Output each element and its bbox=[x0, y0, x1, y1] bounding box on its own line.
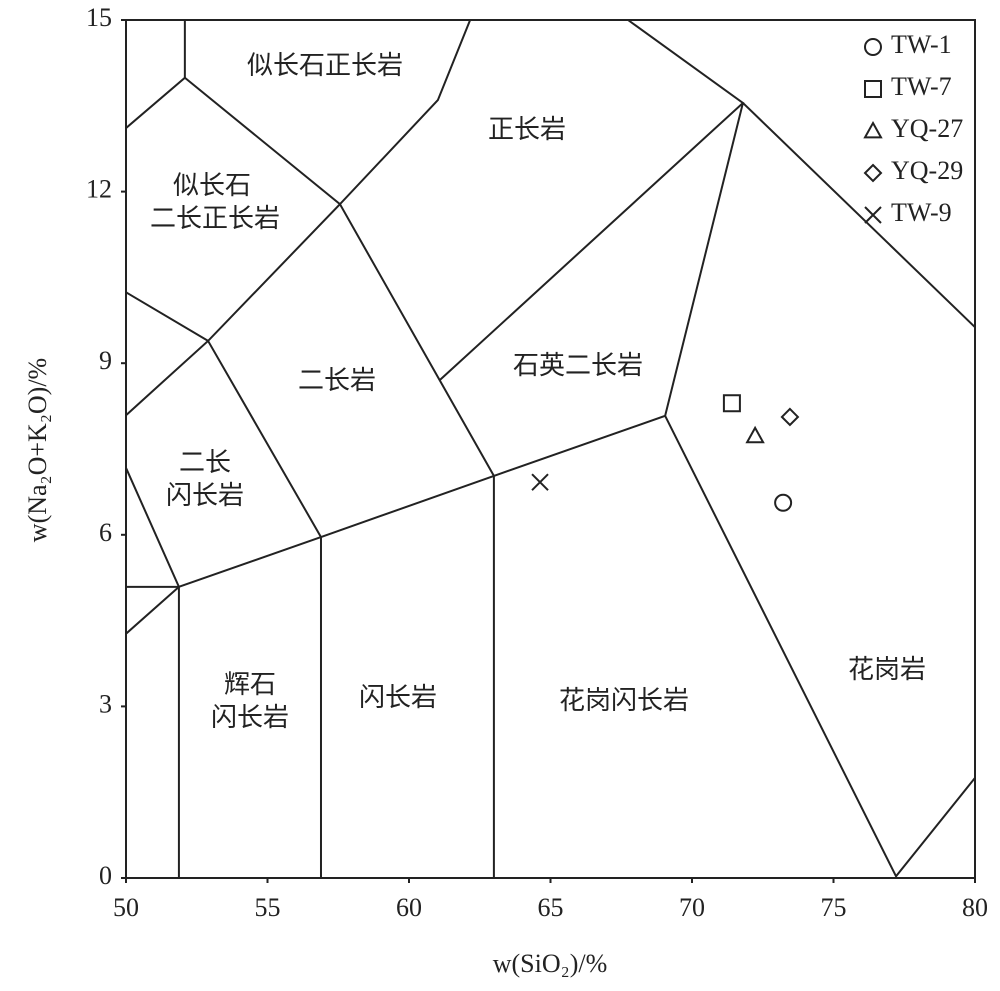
field-boundary bbox=[125, 339, 322, 538]
y-tick-label: 0 bbox=[99, 861, 112, 890]
x-tick-label: 50 bbox=[113, 893, 139, 922]
legend-marker bbox=[864, 206, 882, 224]
point bbox=[722, 394, 741, 413]
field-boundary bbox=[178, 102, 744, 588]
x-tick-label: 60 bbox=[396, 893, 422, 922]
field-label: 闪长岩 bbox=[359, 683, 437, 712]
field-boundary bbox=[125, 202, 495, 477]
x-tick-label: 55 bbox=[255, 893, 281, 922]
field-label: 辉石 bbox=[224, 670, 276, 699]
field-boundary bbox=[439, 19, 745, 381]
x-tick-label: 80 bbox=[962, 893, 988, 922]
legend-marker bbox=[863, 163, 883, 183]
field-boundary bbox=[742, 102, 976, 328]
point bbox=[780, 407, 800, 427]
x-tick-label: 65 bbox=[538, 893, 564, 922]
field-label: 二长 bbox=[179, 448, 231, 477]
point bbox=[531, 473, 549, 491]
point bbox=[774, 493, 793, 512]
field-label: 闪长岩 bbox=[211, 703, 289, 732]
legend-label: TW-7 bbox=[891, 72, 952, 101]
field-label: 似长石 bbox=[173, 171, 251, 200]
field-label: 似长石正长岩 bbox=[247, 51, 403, 80]
y-tick-label: 9 bbox=[99, 346, 112, 375]
field-label: 石英二长岩 bbox=[513, 351, 643, 380]
x-tick-label: 70 bbox=[679, 893, 705, 922]
legend-label: YQ-27 bbox=[891, 114, 963, 143]
legend-label: TW-9 bbox=[891, 198, 952, 227]
y-tick-label: 6 bbox=[99, 518, 112, 547]
field-label: 二长岩 bbox=[298, 366, 376, 395]
point bbox=[745, 425, 765, 444]
legend-marker bbox=[864, 80, 882, 98]
y-tick-label: 3 bbox=[99, 689, 112, 718]
field-label: 正长岩 bbox=[488, 115, 566, 144]
y-axis-title: w(Na₂O+K₂O)/% bbox=[23, 358, 52, 542]
y-tick-label: 12 bbox=[86, 175, 112, 204]
field-label: 花岗岩 bbox=[848, 655, 926, 684]
plot-frame bbox=[125, 19, 976, 879]
y-tick-label: 15 bbox=[86, 3, 112, 32]
x-axis-title: w(SiO₂)/% bbox=[493, 949, 608, 978]
field-boundary bbox=[184, 19, 472, 206]
legend-marker bbox=[863, 120, 883, 139]
legend-marker bbox=[864, 38, 882, 56]
field-boundary bbox=[125, 20, 186, 129]
legend-label: TW-1 bbox=[891, 30, 952, 59]
field-label: 花岗闪长岩 bbox=[559, 686, 689, 715]
legend-label: YQ-29 bbox=[891, 156, 963, 185]
x-tick-label: 75 bbox=[821, 893, 847, 922]
field-boundary bbox=[664, 415, 976, 879]
field-label: 二长正长岩 bbox=[150, 204, 280, 233]
field-label: 闪长岩 bbox=[166, 481, 244, 510]
